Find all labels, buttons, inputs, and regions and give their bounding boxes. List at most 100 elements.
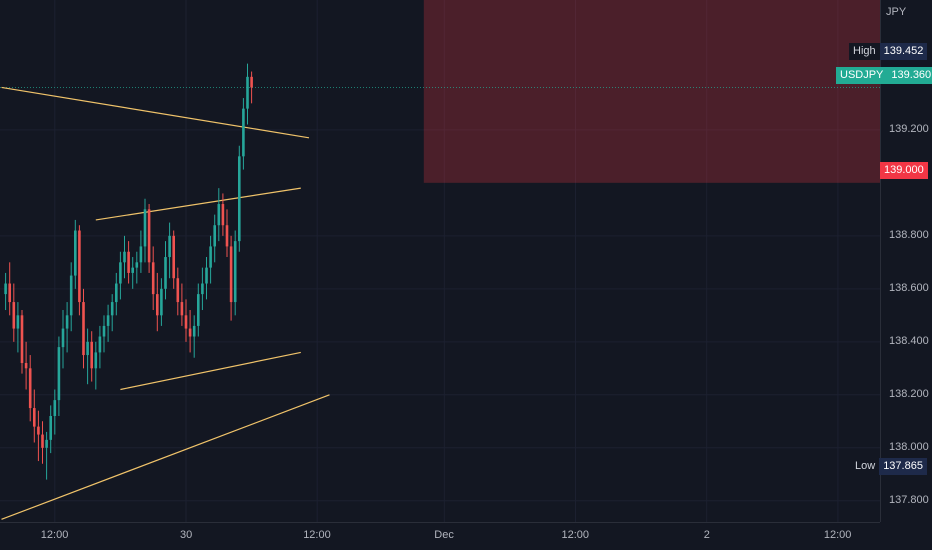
candle-body — [90, 341, 93, 369]
candle-body — [147, 209, 151, 263]
price-tick-label: 138.600 — [889, 281, 929, 294]
trend-line-1 — [1, 86, 310, 139]
time-tick-label: 12:00 — [40, 529, 69, 541]
candle-body — [168, 235, 171, 258]
candle-body — [4, 283, 7, 295]
last-price-value: 139.360 — [887, 67, 932, 84]
candle — [151, 246, 155, 311]
candle — [110, 294, 114, 332]
candle-body — [24, 363, 28, 369]
price-tick-label: 139.200 — [889, 122, 929, 135]
candle-body — [217, 204, 221, 226]
candle-body — [197, 294, 200, 326]
candle-body — [135, 262, 139, 268]
candle-body — [229, 246, 233, 303]
trend-line-2 — [95, 187, 301, 221]
candle-body — [123, 251, 126, 263]
candle-body — [12, 302, 16, 329]
candle-body — [188, 328, 192, 337]
price-tick-label: 138.800 — [889, 228, 929, 241]
candle — [160, 278, 163, 326]
candle — [98, 325, 102, 369]
candle-body — [180, 302, 184, 316]
candle-body — [53, 400, 57, 417]
candle — [45, 431, 48, 480]
price-axis[interactable]: 139.200 138.800 138.600 138.400 138.200 138.0… — [880, 0, 932, 522]
candle — [8, 262, 11, 316]
candle — [28, 355, 32, 422]
candle-body — [8, 283, 11, 303]
candle — [20, 310, 24, 374]
price-tick-label: 138.400 — [889, 334, 929, 347]
time-tick-label: 2 — [703, 529, 710, 541]
candle-body — [102, 325, 106, 337]
candle-body — [238, 156, 241, 242]
candle-body — [86, 341, 89, 356]
candle-body — [41, 434, 44, 448]
candle — [184, 299, 188, 342]
candle-body — [57, 347, 61, 401]
candle-body — [160, 288, 163, 316]
symbol-label: USDJPY — [836, 67, 888, 84]
candle-body — [65, 315, 69, 329]
candle — [102, 315, 106, 353]
candle-body — [242, 108, 245, 157]
candle-body — [82, 302, 85, 356]
candle — [4, 272, 7, 311]
low-price-tag: Low 137.865 — [851, 458, 927, 475]
candle — [61, 310, 65, 369]
candle-body — [98, 336, 102, 353]
candle-body — [106, 315, 110, 326]
candle — [94, 341, 98, 390]
candle — [115, 272, 118, 316]
candle — [33, 389, 36, 443]
candle-body — [209, 246, 212, 268]
last-price-tag: USDJPY 139.360 — [836, 67, 932, 84]
candle-body — [184, 315, 188, 329]
candle — [139, 230, 143, 273]
candle — [168, 222, 171, 279]
time-tick-label: 12:00 — [561, 529, 590, 541]
candle — [131, 257, 134, 289]
time-tick-label: 30 — [180, 529, 193, 541]
candle-body — [172, 235, 175, 279]
candle-body — [16, 315, 20, 329]
candle-body — [28, 368, 32, 409]
low-value: 137.865 — [879, 458, 927, 475]
candle — [213, 214, 216, 263]
candle-body — [37, 426, 40, 435]
low-label: Low — [851, 458, 880, 475]
time-axis[interactable]: 12:00 30 12:00 Dec 12:00 2 12:00 — [0, 522, 880, 550]
supply-zone — [423, 0, 880, 183]
candle — [209, 235, 212, 284]
candle-body — [205, 267, 208, 284]
candle — [49, 405, 52, 454]
candle — [205, 257, 208, 300]
candle-body — [246, 76, 249, 109]
candle — [57, 336, 61, 417]
trend-line-4 — [1, 394, 330, 520]
price-chart[interactable] — [0, 0, 880, 522]
candle-body — [213, 225, 216, 247]
candle — [53, 389, 57, 435]
candle — [156, 272, 159, 332]
candle-body — [115, 283, 118, 303]
currency-label: JPY — [886, 6, 907, 18]
candle-body — [20, 315, 24, 364]
candle — [217, 188, 221, 242]
candle — [246, 63, 249, 125]
candle — [172, 230, 175, 289]
candle — [127, 241, 130, 284]
high-label: High — [849, 43, 880, 60]
candle-body — [201, 283, 204, 295]
candle-body — [143, 209, 147, 247]
chart-plot-area[interactable] — [0, 0, 880, 522]
candle-body — [221, 204, 225, 226]
candle — [82, 288, 85, 369]
candle — [225, 209, 229, 258]
time-tick-label: Dec — [434, 529, 454, 541]
candle-body — [225, 225, 229, 247]
candle — [201, 267, 204, 311]
level-price-tag: 139.000 — [880, 162, 928, 179]
candle-body — [131, 267, 134, 273]
